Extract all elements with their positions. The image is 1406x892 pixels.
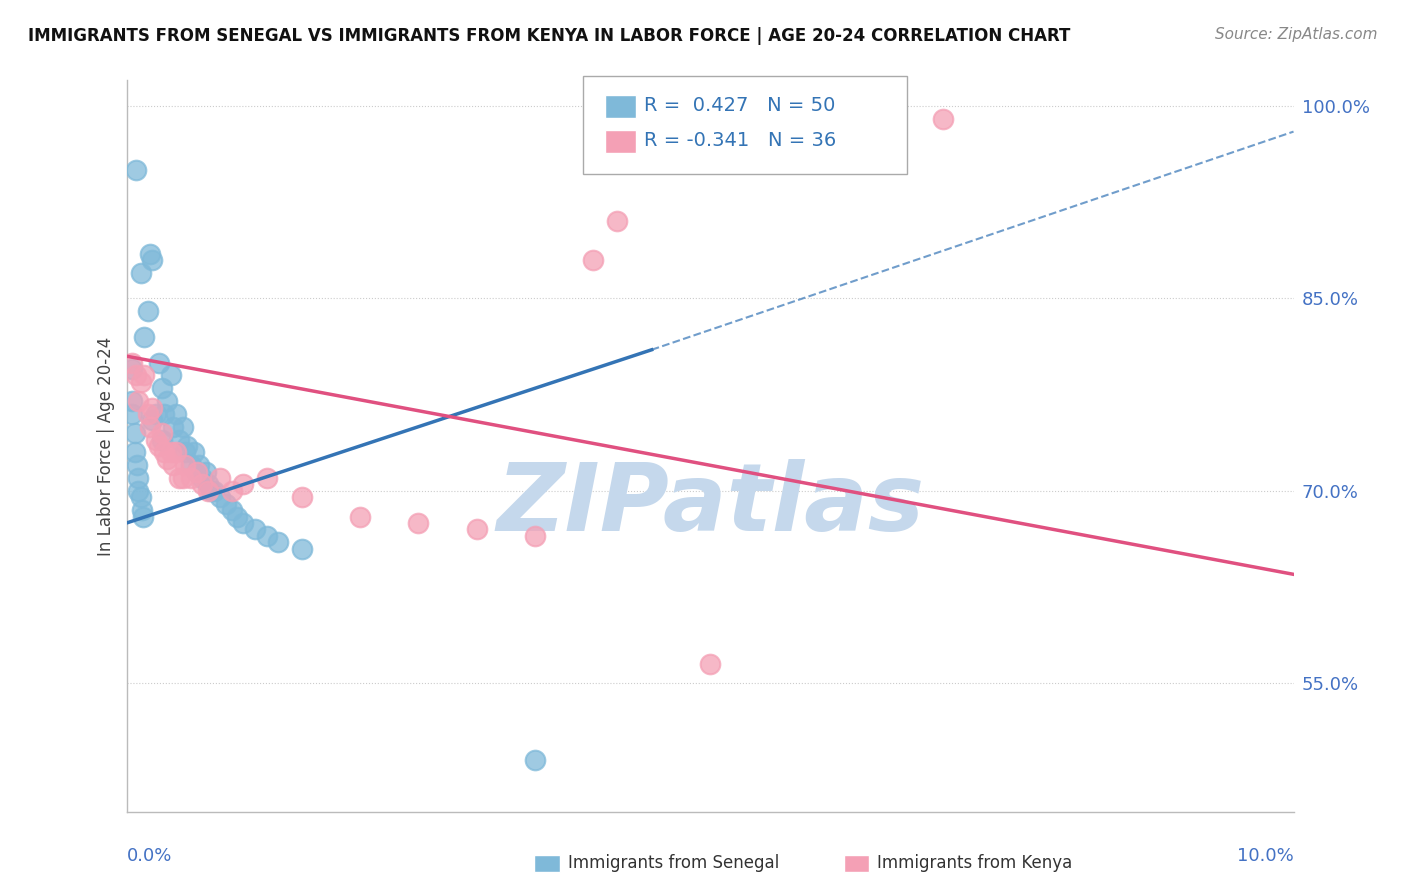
Point [165,407,187,421]
Point [197,483,219,498]
Point [524,529,547,543]
Point [191,477,214,491]
Point [183,445,205,459]
Text: IMMIGRANTS FROM SENEGAL VS IMMIGRANTS FROM KENYA IN LABOR FORCE | AGE 20-24 CORR: IMMIGRANTS FROM SENEGAL VS IMMIGRANTS FR… [28,27,1070,45]
Point [156,394,179,409]
Point [148,439,170,453]
Point [176,439,198,453]
Y-axis label: In Labor Force | Age 20-24: In Labor Force | Age 20-24 [97,336,115,556]
Point [131,503,153,517]
Point [208,471,231,485]
Point [141,413,163,427]
Point [150,433,173,447]
Point [127,471,149,485]
Point [191,471,214,485]
Text: Immigrants from Kenya: Immigrants from Kenya [877,855,1073,872]
Point [136,407,159,421]
Point [232,477,254,491]
Point [465,523,488,537]
Point [141,252,163,267]
Point [150,426,173,441]
Point [148,355,170,369]
Point [141,401,163,415]
Point [124,445,146,459]
Point [349,509,371,524]
Point [221,503,243,517]
Point [256,471,278,485]
Point [172,471,194,485]
Point [125,163,148,178]
Point [160,445,183,459]
Point [172,419,194,434]
Point [124,426,146,441]
Point [167,471,190,485]
Point [150,381,173,395]
Point [256,529,278,543]
Point [267,535,290,549]
Point [121,394,143,409]
Point [153,445,176,459]
Point [197,477,219,491]
Point [186,465,208,479]
Point [226,509,249,524]
Point [606,214,628,228]
Point [121,407,143,421]
Point [186,465,208,479]
Point [215,497,238,511]
Point [162,419,184,434]
Point [290,541,312,556]
Point [699,657,721,672]
Text: ZIPatlas: ZIPatlas [496,458,924,550]
Point [174,458,197,473]
Point [524,753,547,767]
Point [121,362,143,376]
Text: 10.0%: 10.0% [1237,847,1294,865]
Point [187,458,209,473]
Point [932,112,955,126]
Point [167,433,190,447]
Point [200,483,222,498]
Text: Immigrants from Senegal: Immigrants from Senegal [568,855,779,872]
Point [160,368,183,383]
Text: R = -0.341   N = 36: R = -0.341 N = 36 [644,131,837,151]
Point [156,451,179,466]
Point [125,458,148,473]
Point [290,491,312,505]
Point [127,394,149,409]
Point [127,483,149,498]
Point [162,458,184,473]
Point [221,483,243,498]
Point [132,509,155,524]
Point [125,368,148,383]
Point [165,445,187,459]
Point [208,491,231,505]
Point [153,407,176,421]
Point [145,433,167,447]
Point [129,491,152,505]
Text: 0.0%: 0.0% [127,847,172,865]
Text: Source: ZipAtlas.com: Source: ZipAtlas.com [1215,27,1378,42]
Point [132,368,155,383]
Point [194,465,217,479]
Point [180,471,202,485]
Point [174,445,197,459]
Point [121,355,143,369]
Point [582,252,605,267]
Point [243,523,266,537]
Point [129,375,152,389]
Point [129,266,152,280]
Text: R =  0.427   N = 50: R = 0.427 N = 50 [644,95,835,115]
Point [180,458,202,473]
Point [408,516,430,530]
Point [145,407,167,421]
Point [132,330,155,344]
Point [139,246,162,260]
Point [232,516,254,530]
Point [202,483,225,498]
Point [136,304,159,318]
Point [139,419,162,434]
